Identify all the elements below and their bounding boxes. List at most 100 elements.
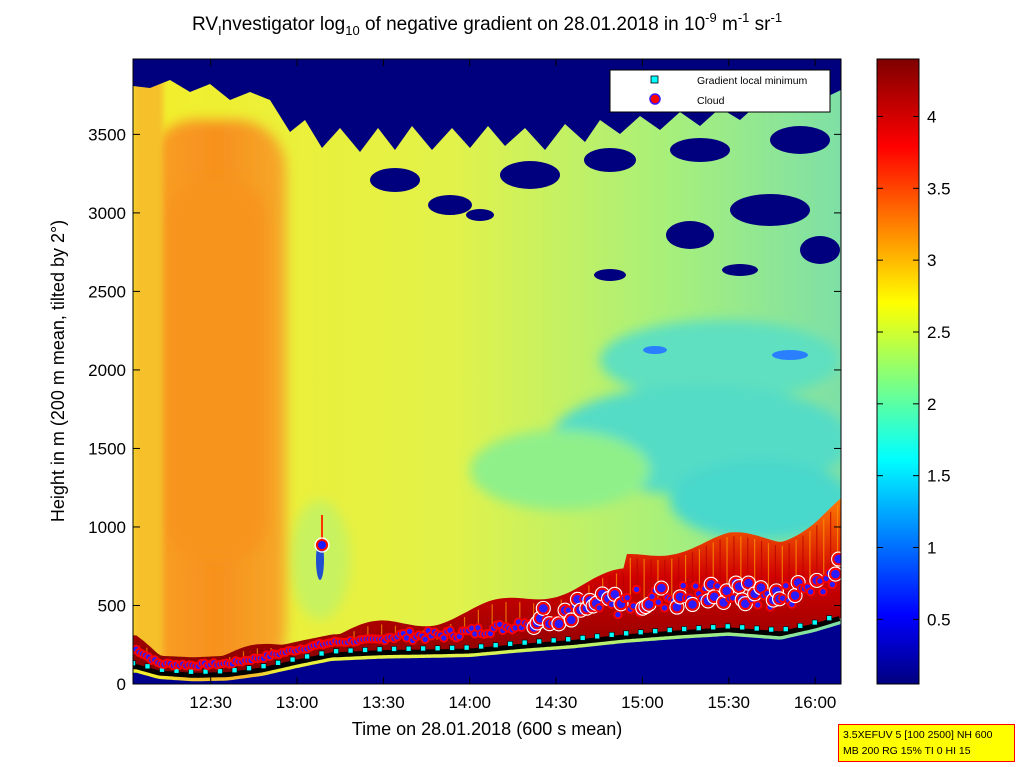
parameter-line-1: 3.5XEFUV 5 [100 2500] NH 600	[843, 729, 993, 741]
x-tick-label: 14:30	[535, 693, 578, 712]
y-tick-label: 1500	[88, 439, 126, 458]
gradient-minimum-marker	[565, 636, 571, 643]
gradient-minimum-marker	[797, 622, 804, 629]
x-axis-label: Time on 28.01.2018 (600 s mean)	[352, 719, 623, 739]
colorbar-ticks: 0.5 1 1.5 2 2.5 3 3.5 4	[877, 107, 951, 629]
y-axis-label: Height in m (200 m mean, tilted by 2°)	[48, 220, 68, 522]
parameter-line-2: MB 200 RG 15% TI 0 HI 15	[843, 745, 971, 757]
x-tick-label: 14:00	[448, 693, 491, 712]
cloud-marker	[781, 581, 791, 591]
gradient-minimum-markers	[133, 615, 841, 678]
gradient-minimum-marker	[405, 645, 412, 652]
gradient-minimum-marker	[362, 647, 368, 653]
cloud-marker-halo	[684, 596, 701, 613]
aerosol-layer-band	[133, 498, 841, 676]
cloud-markers	[133, 551, 841, 671]
cloud-marker	[622, 593, 632, 603]
y-tick-label: 500	[98, 596, 126, 615]
gradient-minimum-marker	[231, 667, 238, 673]
cloud-marker-halo	[831, 551, 841, 567]
colorbar-tick-label: 1.5	[927, 467, 951, 486]
gradient-minimum-marker	[347, 647, 354, 654]
gradient-minimum-marker	[782, 626, 789, 632]
gradient-minimum-marker	[666, 627, 673, 633]
heatmap-plot	[133, 59, 841, 684]
cloud-marker	[660, 603, 670, 613]
gradient-minimum-marker	[724, 623, 731, 630]
gradient-minimum-marker	[144, 663, 151, 670]
cloud-marker	[691, 581, 701, 591]
cloud-marker	[678, 581, 688, 591]
chart-title: RVInvestigator log10 of negative gradien…	[192, 10, 782, 38]
gradient-minimum-marker	[652, 628, 658, 634]
gradient-minimum-marker	[246, 665, 252, 672]
gradient-minimum-marker	[594, 633, 600, 640]
x-tick-label: 15:00	[621, 693, 664, 712]
gradient-minimum-marker	[463, 644, 470, 651]
colorbar-tick-label: 3.5	[927, 179, 951, 198]
gradient-minimum-marker	[710, 624, 717, 631]
cloud-marker	[594, 603, 604, 613]
cloud-marker	[552, 617, 565, 630]
gradient-minimum-marker	[289, 656, 296, 663]
cloud-marker-halo	[535, 600, 551, 616]
gradient-minimum-marker	[695, 625, 702, 631]
x-tick-label: 12:30	[189, 693, 232, 712]
gradient-minimum-marker	[478, 643, 484, 650]
x-tick-label: 13:30	[362, 693, 405, 712]
cloud-marker-halo	[737, 596, 753, 612]
colorbar: 0.5 1 1.5 2 2.5 3 3.5 4	[876, 58, 951, 685]
colorbar-tick-label: 0.5	[927, 610, 951, 629]
y-tick-label: 2500	[88, 282, 126, 301]
legend-gradient-min-label: Gradient local minimum	[697, 75, 808, 87]
gradient-minimum-marker	[333, 648, 339, 655]
gradient-minimum-marker	[376, 646, 383, 653]
cloud-marker-halo	[653, 580, 669, 596]
cloud-marker-halo	[827, 566, 841, 582]
colorbar-tick-label: 3	[927, 251, 936, 270]
gradient-minimum-marker	[768, 626, 775, 633]
gradient-minimum-marker	[260, 663, 267, 669]
colorbar-tick-label: 2	[927, 395, 936, 414]
y-axis: 0 500 1000 1500 2000 2500 3000 3500	[88, 125, 841, 694]
legend-cloud-marker	[649, 93, 661, 105]
cloud-marker	[537, 602, 550, 615]
cloud-marker	[565, 613, 578, 627]
gradient-minimum-marker	[275, 660, 281, 666]
cloud-marker-halo	[706, 589, 722, 605]
cloud-marker	[753, 600, 763, 610]
x-tick-label: 16:00	[794, 693, 837, 712]
gradient-minimum-marker	[637, 629, 644, 636]
isolated-cloud-marker	[314, 515, 330, 553]
cloud-marker	[827, 579, 837, 589]
y-tick-label: 1000	[88, 518, 126, 537]
gradient-minimum-marker	[579, 635, 586, 641]
gradient-minimum-marker	[449, 645, 455, 651]
gradient-minimum-marker	[492, 642, 499, 648]
gradient-minimum-marker	[420, 645, 426, 652]
x-tick-label: 13:00	[276, 693, 319, 712]
cloud-marker	[686, 598, 699, 611]
gradient-minimum-marker	[608, 632, 615, 638]
parameter-info-box: 3.5XEFUV 5 [100 2500] NH 600 MB 200 RG 1…	[838, 724, 1015, 762]
gradient-minimum-marker	[507, 641, 513, 647]
cloud-marker	[613, 610, 623, 620]
cloud-marker	[608, 588, 621, 601]
gradient-minimum-marker	[811, 619, 818, 626]
cloud-marker-halo	[563, 612, 579, 628]
legend-cloud-label: Cloud	[697, 95, 725, 107]
gradient-minimum-marker	[536, 638, 542, 645]
cloud-marker	[806, 587, 816, 597]
cloud-marker	[632, 584, 642, 594]
gradient-minimum-marker	[623, 630, 629, 637]
cloud-marker	[818, 587, 828, 597]
cloud-marker	[405, 626, 415, 636]
near-surface-region	[133, 624, 841, 684]
gradient-minimum-marker	[188, 668, 194, 675]
cloud-marker	[788, 589, 802, 602]
legend-box	[609, 69, 831, 113]
gradient-minimum-line	[133, 616, 841, 678]
legend-gradient-min-marker	[650, 75, 659, 84]
cloud-marker	[742, 577, 755, 590]
